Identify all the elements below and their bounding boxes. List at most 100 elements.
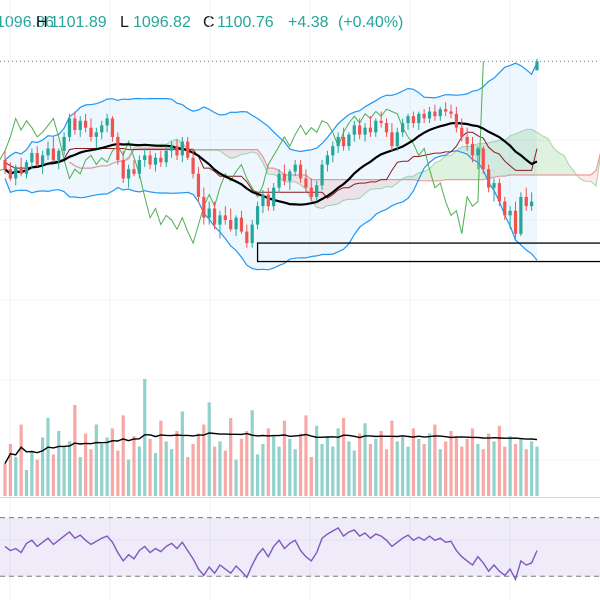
volume-bar xyxy=(14,457,18,496)
cloud-segment xyxy=(542,135,548,175)
volume-bar xyxy=(41,437,45,496)
volume-bar xyxy=(422,444,426,496)
cloud-segment xyxy=(563,155,570,175)
indicator-lines xyxy=(0,60,600,245)
candle-body xyxy=(196,173,201,197)
lagging-span-line xyxy=(0,61,484,245)
candle-body xyxy=(293,164,297,172)
cloud-segment xyxy=(343,179,349,201)
rsi-band-fill xyxy=(0,517,600,577)
volume-bar xyxy=(3,463,7,496)
cloud-segment xyxy=(445,155,452,180)
cloud-segment xyxy=(257,149,263,163)
volume-bar xyxy=(438,449,442,496)
volume-bar xyxy=(250,410,254,496)
volume-bar xyxy=(384,449,389,496)
cloud-segment xyxy=(424,168,430,181)
candle-body xyxy=(379,120,383,124)
ohlc-legend: 1096.86 H 1101.89 L 1096.82 C 1100.76 +4… xyxy=(0,0,600,44)
cloud-segment xyxy=(246,149,253,154)
candle-body xyxy=(368,127,373,133)
volume-bar xyxy=(331,446,335,496)
volume-bar xyxy=(508,436,512,496)
volume-bar xyxy=(89,449,93,496)
span-a-line xyxy=(69,128,600,210)
volume-bar xyxy=(503,446,507,496)
cloud-segment xyxy=(418,171,425,181)
candle-body xyxy=(3,160,7,170)
candle-body xyxy=(24,162,29,174)
volume-bar xyxy=(293,449,297,496)
candle-body xyxy=(325,155,330,165)
candle-body xyxy=(14,166,18,179)
candle-body xyxy=(57,150,61,160)
candle-body xyxy=(411,116,416,124)
candle-body xyxy=(465,136,469,144)
base-line xyxy=(4,131,538,199)
candle-body xyxy=(105,118,109,126)
cloud-segment xyxy=(585,175,591,182)
candle-body xyxy=(481,148,485,170)
candle-body xyxy=(83,120,88,128)
volume-bar xyxy=(298,433,303,496)
volume-bar xyxy=(121,415,125,496)
cloud-segment xyxy=(236,149,242,158)
volume-bar xyxy=(395,441,399,496)
volume-bar xyxy=(180,411,184,496)
close-label: C xyxy=(203,14,215,31)
ichimoku-cloud xyxy=(69,128,600,210)
cloud-segment xyxy=(144,145,151,149)
cloud-segment xyxy=(456,146,462,180)
candle-body xyxy=(417,113,421,124)
cloud-segment xyxy=(408,176,414,180)
candle-body xyxy=(470,143,475,156)
candle-body xyxy=(460,127,464,137)
cloud-segment xyxy=(241,149,247,155)
volume-bar xyxy=(374,438,378,496)
cloud-segment xyxy=(359,179,366,199)
volume-bar xyxy=(390,420,394,496)
cloud-segment xyxy=(520,129,527,175)
cloud-segment xyxy=(537,132,543,175)
volume-bar xyxy=(8,444,12,496)
candle-body xyxy=(406,116,410,124)
volume-bar xyxy=(325,437,330,496)
volume-bar xyxy=(433,424,437,496)
volume-bar xyxy=(67,441,72,496)
volume-bar xyxy=(175,431,179,496)
candle-body xyxy=(352,125,356,135)
volume-bar xyxy=(315,425,319,496)
high-value: 1101.89 xyxy=(50,14,107,31)
volume-bar xyxy=(73,405,77,496)
volume-bar xyxy=(148,438,152,496)
volume-bar xyxy=(207,402,211,496)
candle-body xyxy=(331,146,335,156)
volume-bar xyxy=(143,379,147,496)
volume-bar xyxy=(492,441,496,496)
candle-body xyxy=(454,113,459,128)
candle-body xyxy=(401,123,405,133)
cloud-segment xyxy=(391,179,398,188)
candle-body xyxy=(508,210,512,216)
candle-body xyxy=(132,169,136,174)
close-value: 1100.76 xyxy=(217,14,274,31)
candle-body xyxy=(336,136,340,147)
candle-body xyxy=(266,194,270,207)
candle-body xyxy=(159,157,163,163)
volume-bar xyxy=(282,420,287,496)
span-b-line xyxy=(69,147,600,182)
volume-bar xyxy=(358,433,362,496)
change-value: +4.38 xyxy=(288,14,329,31)
low-label: L xyxy=(120,14,129,31)
candle-body xyxy=(67,118,72,137)
cloud-segment xyxy=(510,134,516,175)
candle-body xyxy=(524,196,528,207)
cloud-segment xyxy=(553,147,559,175)
volume-bar xyxy=(341,418,346,496)
volume-bar xyxy=(202,424,206,496)
candle-body xyxy=(519,196,523,234)
volume-bar xyxy=(164,441,168,496)
cloud-segment xyxy=(327,179,333,206)
candle-body xyxy=(153,157,158,165)
